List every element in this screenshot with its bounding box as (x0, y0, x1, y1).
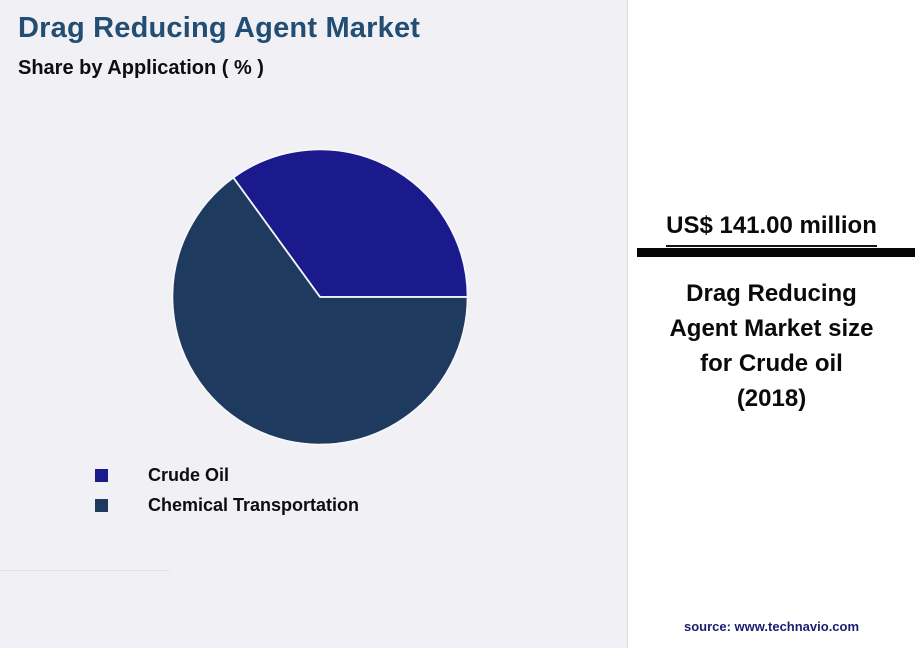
divider-line (0, 570, 170, 571)
legend-item-chemical-transportation: Chemical Transportation (95, 490, 359, 520)
caption-line-4: (2018) (736, 385, 807, 412)
legend-swatch-crude-oil (95, 468, 108, 482)
chart-subtitle: Share by Application ( % ) (18, 57, 264, 79)
chart-panel: Drag Reducing Agent Market Share by Appl… (0, 0, 627, 648)
pie-chart (168, 145, 472, 449)
callout-panel: US$ 141.00 million Drag Reducing Agent M… (627, 0, 915, 648)
legend-swatch-chemical-transportation (95, 498, 108, 512)
legend: Crude Oil Chemical Transportation (95, 460, 359, 520)
accent-bar (637, 248, 915, 257)
legend-item-crude-oil: Crude Oil (95, 460, 359, 490)
chart-title: Drag Reducing Agent Market (18, 12, 421, 44)
pie-slice-crude-oil (232, 148, 469, 298)
market-size-caption: Drag Reducing Agent Market size for Crud… (628, 276, 915, 416)
legend-label-crude-oil: Crude Oil (148, 464, 230, 485)
legend-label-chemical-transportation: Chemical Transportation (148, 494, 360, 515)
caption-line-1: Drag Reducing (686, 280, 857, 307)
caption-line-3: for Crude oil (700, 350, 843, 377)
market-size-value: US$ 141.00 million (666, 212, 877, 247)
pie-chart-svg (171, 148, 469, 446)
pie-slice-chemical-transportation (171, 176, 469, 446)
caption-line-2: Agent Market size (669, 315, 874, 342)
market-size-value-wrap: US$ 141.00 million (628, 212, 915, 247)
source-attribution: source: www.technavio.com (683, 619, 860, 634)
